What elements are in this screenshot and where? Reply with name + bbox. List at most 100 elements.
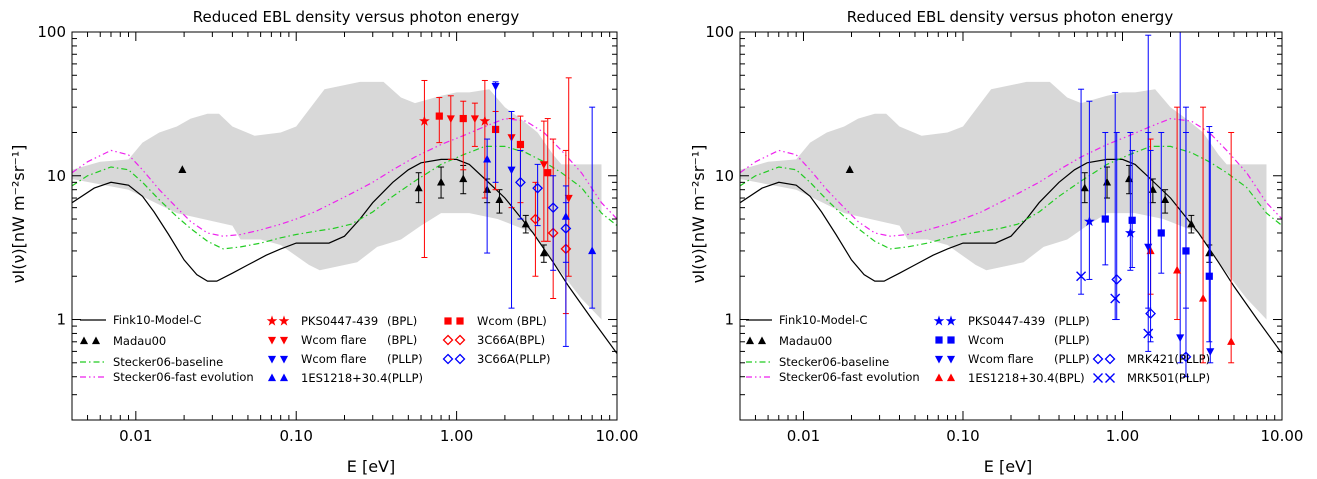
legend-item: Wcom (BPL): [444, 314, 547, 328]
legend-item: Stecker06-fast evolution: [746, 370, 920, 384]
legend-label: Madau00: [779, 334, 832, 348]
data-point: [515, 149, 526, 220]
y-tick-label: 100: [37, 23, 66, 41]
legend-item: Wcom flare (BPL): [267, 333, 417, 347]
chart-title: Reduced EBL density versus photon energy: [847, 8, 1174, 26]
data-point: [845, 165, 854, 173]
legend-label: PKS0447-439: [968, 314, 1045, 328]
legend-item: 1ES1218+30.4(PLLP): [267, 371, 423, 385]
data-point: [1157, 131, 1165, 274]
legend-label: Madau00: [113, 334, 166, 348]
legend-label: Stecker06-baseline: [113, 355, 223, 369]
plot-area: [72, 77, 617, 354]
plot-area: [740, 32, 1282, 378]
legend-label: Wcom flare: [968, 352, 1033, 366]
legend-item: Stecker06-fast evolution: [80, 370, 254, 384]
x-tick-label: 10.00: [596, 427, 639, 445]
data-point: [1084, 100, 1095, 280]
legend-label: PKS0447-439: [301, 314, 378, 328]
legend-label: Wcom flare: [301, 333, 366, 347]
data-point: [491, 81, 500, 183]
legend-label: Stecker06-baseline: [779, 355, 889, 369]
series-line: [740, 158, 1282, 354]
legend-item: Madau00: [745, 334, 832, 348]
data-point: [470, 102, 479, 147]
data-point: [532, 163, 544, 227]
y-tick-label: 10: [47, 167, 66, 185]
legend-label: 3C66A(PLLP): [477, 352, 551, 366]
data-point: [1101, 131, 1109, 266]
legend-item: PKS0447-439 (PLLP): [933, 314, 1090, 328]
x-tick-label: 0.01: [119, 427, 152, 445]
y-tick-label: 1: [56, 311, 66, 329]
legend-item: 3C66A(PLLP): [442, 352, 551, 366]
legend-label: Fink10-Model-C: [113, 313, 201, 327]
data-point: [446, 95, 455, 160]
axis-ticks: [71, 31, 618, 421]
data-point: [1176, 32, 1185, 364]
data-point: [1180, 131, 1192, 378]
legend-tag: (PLLP): [1054, 314, 1090, 328]
legend-item: 1ES1218+30.4(BPL): [934, 371, 1085, 385]
data-point: [1205, 126, 1213, 343]
legend-tag: (PLLP): [387, 352, 423, 366]
data-point: [1076, 88, 1087, 295]
x-tick-label: 0.01: [787, 427, 820, 445]
legend: Fink10-Model-C Madau00 Stecker06-baselineS…: [745, 313, 1210, 385]
series-line: [72, 158, 617, 354]
data-point: [588, 106, 597, 309]
data-point: [547, 175, 559, 271]
data-point: [1125, 164, 1134, 195]
chart-title: Reduced EBL density versus photon energy: [193, 8, 520, 26]
data-point: [1145, 149, 1156, 343]
data-point: [1125, 131, 1136, 271]
y-tick-label: 10: [715, 167, 734, 185]
legend-item: Fink10-Model-C: [80, 313, 201, 327]
data-point: [459, 100, 467, 171]
data-point: [483, 138, 492, 254]
y-tick-label: 1: [724, 311, 734, 329]
legend-label: Wcom: [968, 333, 1004, 347]
legend-label: MRK501(PLLP): [1127, 371, 1210, 385]
legend-item: Fink10-Model-C: [746, 313, 867, 327]
x-tick-label: 10.00: [1261, 427, 1304, 445]
data-point: [1080, 172, 1089, 204]
data-point: [414, 172, 423, 204]
x-tick-label: 1.00: [1106, 427, 1139, 445]
legend-label: Fink10-Model-C: [779, 313, 867, 327]
data-point: [564, 77, 573, 277]
legend-item: Stecker06-baseline: [80, 355, 223, 369]
data-point: [1110, 91, 1121, 321]
x-tick-label: 0.10: [280, 427, 313, 445]
x-tick-label: 0.10: [946, 427, 979, 445]
data-point: [1187, 214, 1196, 234]
data-point: [529, 181, 541, 277]
data-point: [437, 166, 446, 199]
legend: Fink10-Model-C Madau00 Stecker06-baselineS…: [79, 313, 551, 385]
series-line: [72, 117, 617, 237]
x-axis-label: E [eV]: [984, 457, 1032, 476]
y-axis-label: νI(ν)[nW m⁻²sr⁻¹]: [689, 145, 708, 284]
left-chart-panel: Reduced EBL density versus photon energy…: [9, 8, 638, 476]
data-point: [1161, 189, 1170, 214]
data-point: [1199, 106, 1208, 364]
data-point: [560, 202, 572, 263]
legend-item: Madau00: [79, 334, 166, 348]
data-point: [539, 120, 548, 242]
legend-item: MRK501(PLLP): [1093, 371, 1210, 385]
legend-label: Stecker06-fast evolution: [113, 370, 254, 384]
legend-label: 1ES1218+30.4(PLLP): [301, 371, 423, 385]
right-chart-panel: Reduced EBL density versus photon energy…: [689, 8, 1303, 476]
legend-item: Wcom flare (PLLP): [267, 352, 423, 366]
legend-label: 3C66A(BPL): [477, 333, 545, 347]
data-point: [1206, 131, 1215, 364]
data-point: [435, 97, 443, 144]
legend-item: Wcom (PLLP): [935, 333, 1090, 347]
data-point: [521, 214, 530, 234]
legend-item: Wcom flare (PLLP): [934, 352, 1090, 366]
y-tick-label: 100: [705, 23, 734, 41]
legend-label: 1ES1218+30.4(BPL): [968, 371, 1085, 385]
y-axis-label: νI(ν)[nW m⁻²sr⁻¹]: [9, 145, 28, 284]
data-point: [539, 244, 548, 263]
